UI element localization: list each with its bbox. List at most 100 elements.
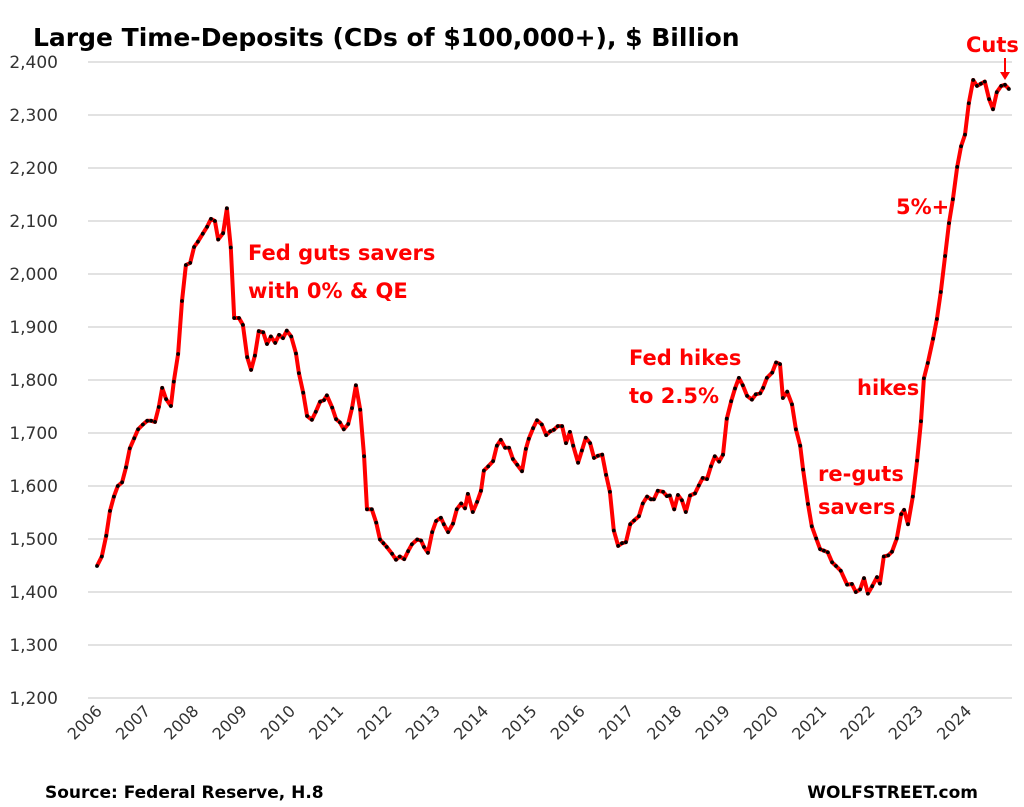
data-point [415,537,420,542]
data-point [253,353,257,358]
y-tick-label: 1,300 [9,636,58,656]
data-point [696,483,701,488]
data-point [241,323,245,327]
data-point [454,507,459,512]
x-tick-label: 2018 [643,701,685,743]
x-axis-ticks: 2006 2007 2008 2009 2010 2011 2012 2013 2014 2015… [64,701,976,743]
data-point [560,424,564,428]
data-point [552,427,556,432]
data-point [966,101,971,106]
data-point [750,397,754,402]
data-point [209,217,213,221]
data-point [426,550,430,555]
series-line [95,78,1011,596]
data-point [265,342,269,346]
data-point [774,360,778,365]
data-point [947,221,951,226]
data-point [535,418,539,423]
data-point [482,468,486,473]
data-point [616,544,621,548]
data-point [830,560,834,565]
x-tick-label: 2019 [692,701,734,743]
data-point [256,329,261,334]
data-point [740,383,745,388]
data-point [645,494,649,499]
data-point [724,416,729,421]
data-point [894,536,899,541]
data-point [994,90,999,95]
data-point [548,429,552,434]
data-point [475,500,479,504]
y-tick-label: 1,200 [9,689,58,709]
data-point [637,514,641,519]
data-point [466,492,470,496]
data-point [845,582,849,587]
data-point [358,407,363,412]
data-point [245,355,250,360]
data-point [822,548,826,553]
x-tick-label: 2017 [595,701,637,743]
data-point [737,376,741,380]
y-tick-label: 2,200 [9,159,58,179]
data-point [806,502,810,506]
data-point [555,424,560,428]
data-point [785,389,790,394]
data-point [149,418,154,423]
data-point [381,541,386,546]
data-point [781,396,785,400]
data-point [975,84,979,88]
data-point [987,97,991,101]
data-point [350,406,354,410]
data-point [628,522,633,527]
data-point [378,537,382,542]
data-point [419,538,423,543]
annotation-fed-guts-line2: with 0% & QE [248,279,408,303]
data-point [127,446,132,451]
x-tick-label: 2021 [788,701,830,743]
data-point [374,520,379,525]
data-point [878,581,882,586]
data-point [294,351,298,356]
data-point [273,341,278,345]
data-point [745,394,749,398]
annotation-fed-hikes-line2: to 2.5% [629,384,719,408]
annotation-fed-guts-line1: Fed guts savers [248,241,435,265]
data-point [301,390,306,395]
annotation-re-guts-line1: re-guts [818,462,904,486]
data-point [402,557,407,561]
data-point [661,489,665,494]
data-point [459,501,464,506]
data-point [228,245,233,250]
data-point [580,448,584,453]
data-point [866,591,870,596]
data-point [571,443,576,448]
data-point [334,417,338,422]
data-point [834,564,838,568]
data-point [620,541,624,546]
y-tick-label: 1,800 [9,371,58,391]
data-point [95,564,99,568]
y-tick-label: 2,000 [9,265,58,285]
data-point [991,107,995,112]
data-point [491,459,495,463]
data-point [576,460,580,465]
data-point [818,547,822,551]
cuts-arrow-icon [1000,58,1010,80]
y-tick-label: 2,400 [9,53,58,73]
data-point [498,438,503,442]
data-point [470,510,475,514]
data-point [721,452,725,457]
data-point [858,587,862,592]
data-point [200,231,205,236]
data-point [608,489,612,494]
data-point [330,405,335,410]
data-point [881,554,886,559]
data-point [115,484,120,488]
x-tick-label: 2007 [112,701,154,743]
data-point [700,476,705,480]
data-point [390,551,394,556]
data-point [434,519,438,523]
data-point [108,509,112,513]
data-point [124,465,128,470]
